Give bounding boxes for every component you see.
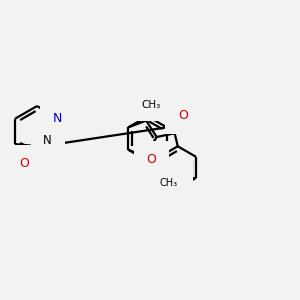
Text: CH₃: CH₃ [142,100,161,110]
Text: O: O [178,109,188,122]
Text: O: O [20,158,29,170]
Text: CH₃: CH₃ [160,178,178,188]
Text: N: N [43,134,52,147]
Text: O: O [171,173,181,186]
Text: N: N [53,112,62,124]
Text: H: H [46,138,54,148]
Text: O: O [146,153,156,166]
